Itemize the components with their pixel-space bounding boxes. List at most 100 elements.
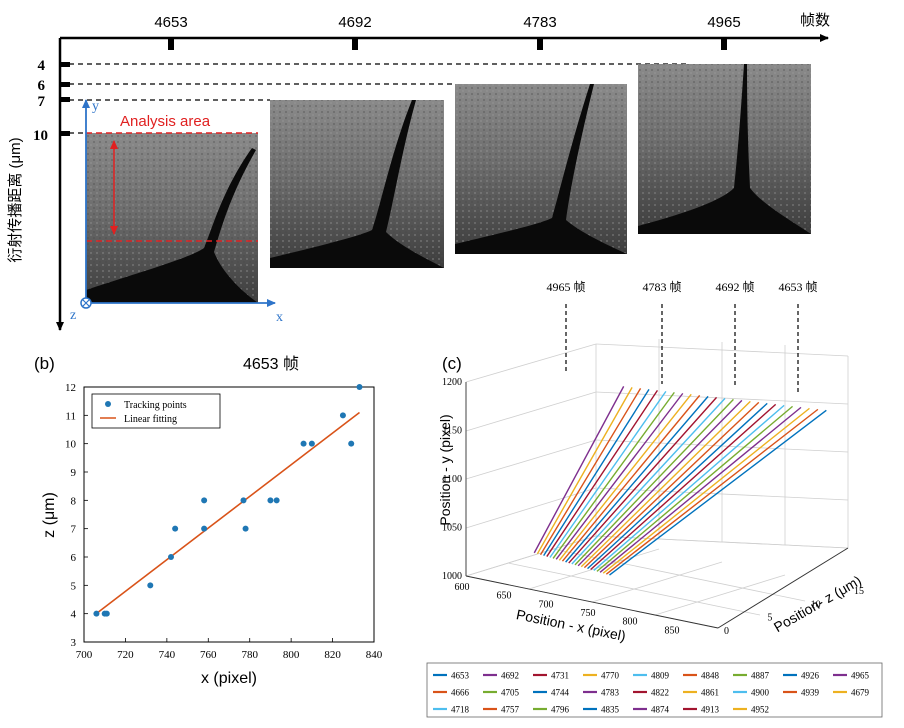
legend-fit-label: Linear fitting — [124, 414, 177, 425]
frame-callouts: 4965 帧 4783 帧 4692 帧 4653 帧 — [546, 280, 818, 394]
tracking-point — [300, 440, 307, 447]
chart-b-xlabel: x (pixel) — [201, 670, 257, 687]
plot-c-box — [465, 339, 849, 629]
tracking-point — [267, 497, 274, 504]
legend-label: 4731 — [551, 671, 569, 681]
x-tick-label: 800 — [283, 649, 300, 661]
legend-label: 4874 — [651, 705, 670, 715]
frame-label: 4965 — [707, 14, 740, 31]
legend-label: 4679 — [851, 688, 870, 698]
legend-label: 4913 — [701, 705, 720, 715]
frame-axis-label: 帧数 — [800, 12, 830, 29]
plot-c-axes — [465, 382, 849, 629]
frame-line-4939 — [539, 388, 642, 556]
frame-line-4900 — [549, 390, 667, 558]
plot-b-marks — [93, 384, 363, 617]
legend-label: 4757 — [501, 705, 520, 715]
y-tick-label: 6 — [71, 552, 77, 564]
y-tick-label: 11 — [65, 410, 76, 422]
tracking-point — [201, 497, 208, 504]
x-tick-label: 600 — [455, 582, 470, 593]
legend-label: 4848 — [701, 671, 720, 681]
plot-c-lines — [533, 386, 827, 576]
z-tick-label: 0 — [724, 626, 729, 637]
analysis-area-label: Analysis area — [120, 113, 211, 130]
tracking-point — [242, 525, 249, 532]
legend-label: 4809 — [651, 671, 670, 681]
distance-axis-label: 衍射传播距离 (μm) — [7, 137, 24, 262]
legend-label: 4744 — [551, 688, 570, 698]
tracking-point — [356, 384, 363, 390]
legend-label: 4796 — [551, 705, 570, 715]
tracking-point — [308, 440, 315, 447]
chart-c-xlabel: Position - x (pixel) — [515, 606, 627, 644]
y-tick-label: 4 — [71, 609, 77, 621]
x-tick-label: 780 — [241, 649, 258, 661]
y-tick-label: 1200 — [442, 377, 462, 388]
legend-label: 4666 — [451, 688, 470, 698]
legend-b: Tracking points Linear fitting — [91, 393, 221, 429]
analysis-area: Analysis area — [86, 113, 258, 242]
chart-b-title: 4653 帧 — [243, 355, 299, 373]
y-tick-label: 3 — [71, 637, 77, 649]
frame-image-4965 — [638, 64, 811, 234]
legend-label: 4718 — [451, 705, 470, 715]
fit-line — [93, 411, 360, 616]
y-tick-label: 10 — [65, 439, 77, 451]
tracking-point — [93, 610, 100, 617]
frame-line-4666 — [605, 408, 819, 575]
frame-tick — [537, 38, 543, 50]
x-tick-label: 740 — [159, 649, 176, 661]
legend-label: 4900 — [751, 688, 770, 698]
frame-line-4796 — [574, 398, 734, 566]
z-tick-label: 15 — [854, 586, 864, 597]
plot-c-ticks: 1000 1050 1100 1150 1200 600 650 700 750 800 850 0 5… — [442, 377, 864, 637]
z-tick-label: 10 — [811, 599, 821, 610]
z-tick-label: 5 — [767, 613, 772, 624]
frame-tick — [721, 38, 727, 50]
tracking-point — [147, 582, 154, 589]
callout-4783: 4783 帧 — [642, 280, 681, 294]
legend-label: 4952 — [751, 705, 769, 715]
frame-line-4809 — [571, 397, 726, 565]
frame-line-4744 — [587, 402, 768, 570]
legend-label: 4705 — [501, 688, 520, 698]
x-tick-label: 700 — [76, 649, 93, 661]
callout-4692: 4692 帧 — [715, 280, 754, 294]
frame-line-4822 — [568, 396, 718, 564]
legend-points-swatch — [105, 401, 111, 407]
coord-y-label: y — [92, 99, 99, 114]
callout-4965: 4965 帧 — [546, 280, 585, 294]
coord-z-label: z — [70, 308, 76, 323]
frame-line-4952 — [536, 387, 633, 555]
legend-label: 4653 — [451, 671, 470, 681]
tracking-point — [348, 440, 355, 447]
legend-label: 4835 — [601, 705, 620, 715]
x-tick-label: 850 — [665, 625, 680, 636]
frame-line-4874 — [555, 392, 684, 560]
frame-line-4965 — [533, 386, 625, 554]
x-tick-label: 720 — [117, 649, 134, 661]
panel-b-label: (b) — [34, 354, 55, 373]
x-tick-label: 840 — [366, 649, 383, 661]
frame-line-4913 — [546, 389, 659, 557]
distance-label: 10 — [33, 128, 48, 144]
y-tick-label: 1150 — [442, 426, 462, 437]
frame-line-4692 — [599, 406, 802, 573]
panel-c: (c) — [426, 280, 883, 718]
y-tick-label: 8 — [71, 495, 77, 507]
y-tick-label: 9 — [71, 467, 77, 479]
frame-tick — [352, 38, 358, 50]
panel-c-label: (c) — [442, 354, 462, 373]
frame-image-4783 — [455, 84, 627, 254]
frame-line-4718 — [593, 404, 785, 571]
x-tick-label: 750 — [581, 608, 596, 619]
frame-line-4653 — [609, 409, 827, 576]
tracking-point — [273, 497, 280, 504]
frame-line-4926 — [543, 388, 650, 557]
x-tick-label: 700 — [539, 599, 554, 610]
tracking-point — [240, 497, 247, 504]
frame-image-4653 — [86, 133, 258, 303]
distance-label: 6 — [38, 78, 46, 94]
panel-a: 帧数 4653 4692 4783 4965 衍射传播距离 (μm) 4 6 7… — [7, 12, 830, 331]
